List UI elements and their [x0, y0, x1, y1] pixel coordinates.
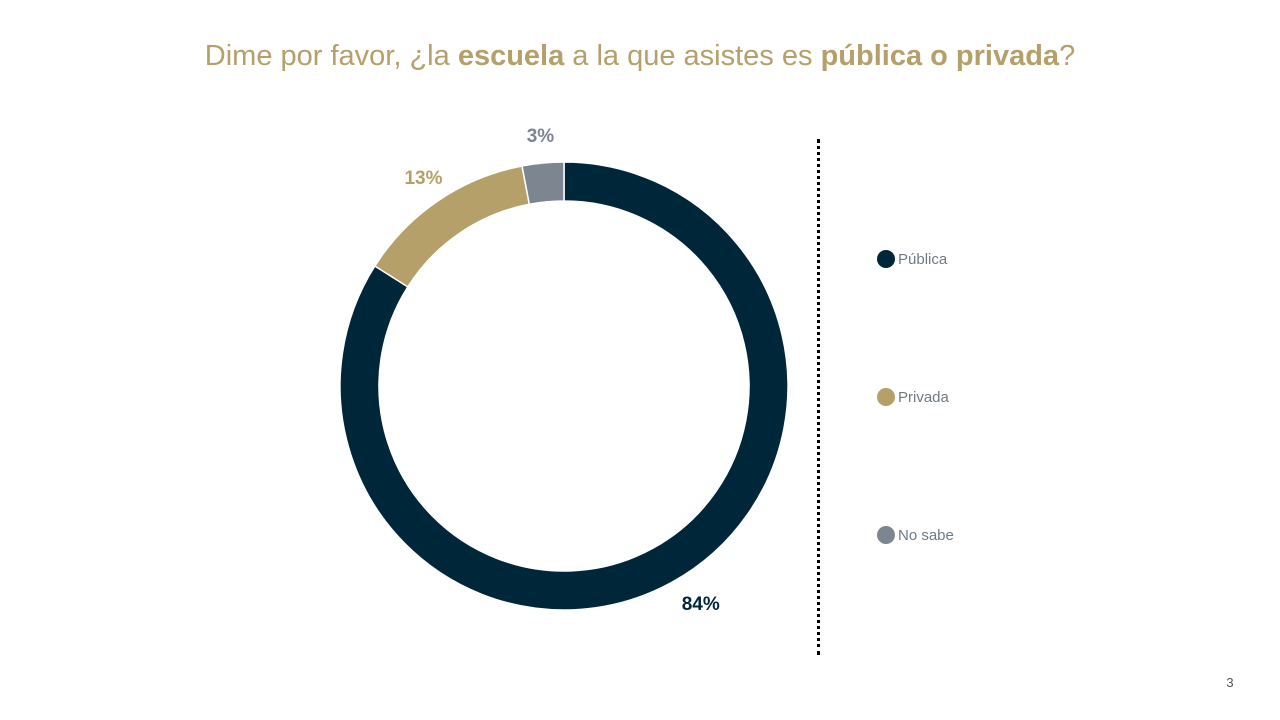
- title-part-2: a la que asistes es: [564, 40, 821, 72]
- donut-slice-privada: [373, 165, 531, 288]
- donut-slice-publica: [339, 161, 789, 611]
- legend-item-no-sabe: No sabe: [877, 525, 954, 545]
- data-label-publica: 84%: [682, 594, 720, 615]
- title-emphasis-1: escuela: [457, 40, 565, 72]
- legend-label-privada: Privada: [898, 388, 949, 406]
- donut-slice-no-sabe: [521, 161, 565, 206]
- chart-title: Dime por favor, ¿la escuela a la que asi…: [0, 40, 1280, 73]
- legend-swatch-privada: [877, 388, 895, 406]
- page-number: 3: [1226, 675, 1234, 690]
- title-part-3: ?: [1059, 40, 1076, 72]
- legend-label-no-sabe: No sabe: [898, 526, 954, 544]
- legend-label-publica: Pública: [898, 250, 948, 268]
- title-part-1: Dime por favor, ¿la: [204, 40, 458, 72]
- legend-item-publica: Pública: [877, 249, 947, 269]
- legend-swatch-no-sabe: [877, 526, 895, 544]
- data-label-privada: 13%: [404, 168, 442, 189]
- title-emphasis-2: pública o privada: [820, 40, 1060, 72]
- vertical-divider: [817, 139, 820, 655]
- legend-item-privada: Privada: [877, 387, 949, 407]
- data-label-no-sabe: 3%: [527, 126, 555, 147]
- legend-swatch-publica: [877, 250, 895, 268]
